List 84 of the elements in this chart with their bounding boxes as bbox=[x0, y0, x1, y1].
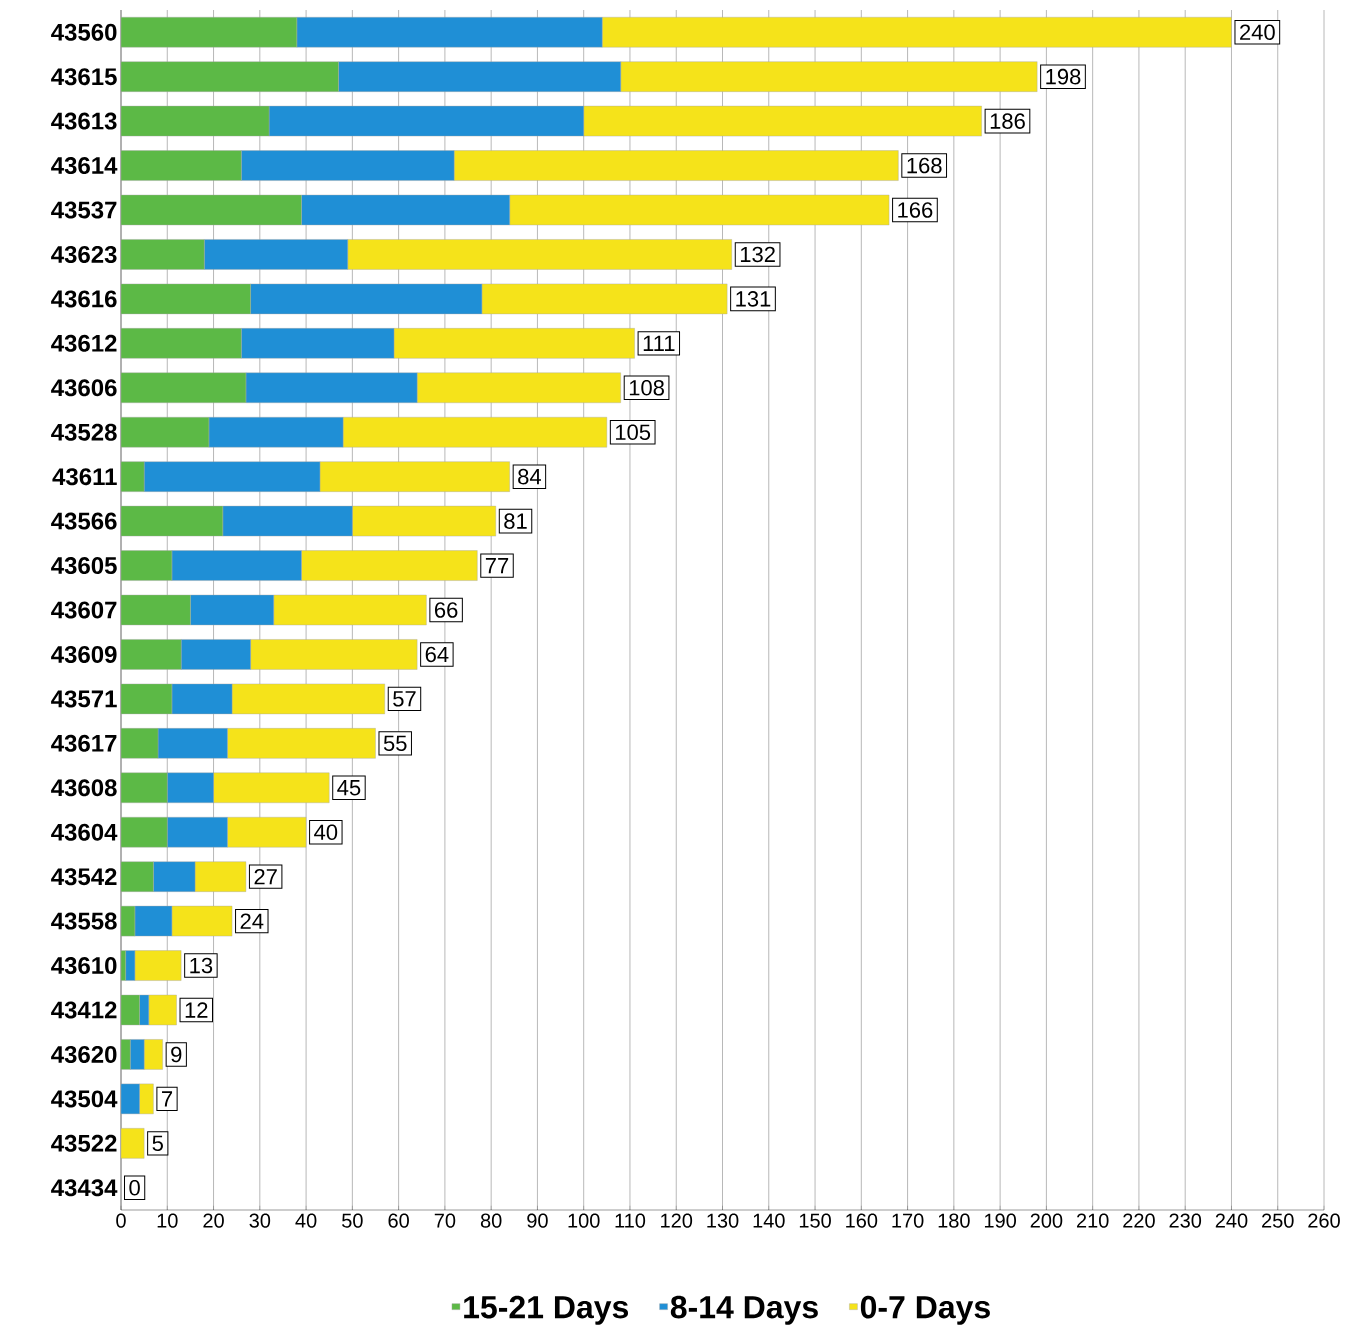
total-label: 27 bbox=[254, 868, 277, 885]
x-tick-label: 140 bbox=[753, 1213, 785, 1228]
x-tick-label: 170 bbox=[892, 1213, 924, 1228]
y-tick-label: 43620 bbox=[51, 1045, 117, 1063]
total-label: 5 bbox=[152, 1135, 163, 1152]
y-tick-label: 43617 bbox=[51, 734, 117, 752]
total-label: 13 bbox=[190, 957, 213, 974]
total-label: 168 bbox=[907, 157, 942, 174]
y-tick-label: 43528 bbox=[51, 423, 117, 441]
total-label: 131 bbox=[736, 291, 771, 307]
total-label: 166 bbox=[898, 202, 933, 218]
y-tick-label: 43560 bbox=[51, 23, 117, 41]
legend-label: 15-21 Days bbox=[464, 1295, 629, 1325]
legend-label: 8-14 Days bbox=[670, 1295, 818, 1325]
x-tick-label: 250 bbox=[1262, 1213, 1294, 1228]
x-tick-label: 240 bbox=[1215, 1213, 1248, 1228]
total-label: 111 bbox=[643, 335, 675, 351]
x-tick-label: 110 bbox=[615, 1213, 646, 1228]
x-tick-label: 30 bbox=[249, 1213, 271, 1228]
x-tick-label: 100 bbox=[568, 1213, 600, 1228]
total-label: 198 bbox=[1046, 68, 1081, 85]
x-tick-label: 50 bbox=[342, 1213, 363, 1228]
x-tick-label: 60 bbox=[388, 1213, 409, 1228]
legend-label: 0-7 Days bbox=[860, 1295, 990, 1325]
x-tick-label: 200 bbox=[1030, 1213, 1063, 1228]
total-label: 57 bbox=[393, 691, 416, 707]
total-label: 77 bbox=[485, 557, 509, 574]
total-label: 40 bbox=[314, 824, 338, 841]
x-tick-label: 160 bbox=[846, 1213, 878, 1228]
x-tick-label: 150 bbox=[799, 1213, 831, 1228]
y-tick-label: 43604 bbox=[51, 823, 118, 841]
y-tick-label: 43606 bbox=[51, 379, 117, 397]
y-tick-label: 43611 bbox=[52, 468, 117, 486]
y-tick-label: 43504 bbox=[51, 1090, 118, 1108]
y-tick-label: 43615 bbox=[51, 68, 117, 86]
total-label: 84 bbox=[518, 468, 541, 485]
total-label: 12 bbox=[185, 1002, 208, 1018]
total-label: 55 bbox=[383, 735, 407, 752]
y-tick-label: 43623 bbox=[51, 245, 117, 263]
y-tick-label: 43610 bbox=[51, 957, 117, 975]
total-label: 108 bbox=[629, 379, 664, 396]
x-tick-label: 220 bbox=[1123, 1213, 1155, 1228]
total-label: 24 bbox=[240, 913, 264, 929]
x-tick-label: 230 bbox=[1169, 1213, 1202, 1228]
total-label: 132 bbox=[740, 246, 775, 263]
y-tick-label: 43612 bbox=[51, 334, 117, 352]
y-tick-label: 43542 bbox=[51, 868, 117, 886]
y-tick-label: 43613 bbox=[51, 112, 117, 130]
total-label: 7 bbox=[162, 1091, 173, 1107]
x-tick-label: 120 bbox=[661, 1213, 693, 1228]
x-tick-label: 0 bbox=[116, 1213, 126, 1228]
x-tick-label: 80 bbox=[480, 1213, 502, 1228]
y-tick-label: 43614 bbox=[51, 157, 118, 175]
y-tick-label: 43609 bbox=[51, 645, 117, 663]
x-tick-label: 40 bbox=[295, 1213, 317, 1228]
y-tick-label: 43434 bbox=[51, 1179, 118, 1197]
x-tick-label: 90 bbox=[527, 1213, 548, 1228]
x-tick-label: 10 bbox=[157, 1213, 178, 1228]
x-tick-label: 210 bbox=[1076, 1213, 1109, 1228]
x-tick-label: 190 bbox=[984, 1213, 1017, 1228]
y-tick-label: 43558 bbox=[51, 912, 117, 930]
total-label: 105 bbox=[616, 424, 651, 441]
total-label: 45 bbox=[337, 780, 361, 796]
total-label: 81 bbox=[504, 513, 527, 529]
x-tick-label: 70 bbox=[434, 1213, 456, 1228]
total-label: 186 bbox=[990, 113, 1025, 129]
y-tick-label: 43605 bbox=[51, 557, 117, 575]
y-tick-label: 43537 bbox=[51, 201, 117, 219]
y-tick-label: 43608 bbox=[51, 779, 117, 797]
y-tick-label: 43607 bbox=[51, 601, 117, 619]
x-tick-label: 180 bbox=[938, 1213, 970, 1228]
x-tick-label: 260 bbox=[1308, 1213, 1340, 1228]
total-label: 9 bbox=[171, 1046, 182, 1063]
x-tick-label: 130 bbox=[707, 1213, 739, 1228]
y-tick-label: 43616 bbox=[51, 290, 117, 308]
y-tick-label: 43571 bbox=[51, 690, 117, 708]
total-label: 66 bbox=[435, 602, 458, 618]
y-tick-label: 43566 bbox=[51, 512, 117, 530]
x-tick-label: 20 bbox=[203, 1213, 224, 1228]
total-label: 64 bbox=[425, 646, 449, 663]
y-tick-label: 43412 bbox=[51, 1001, 117, 1019]
total-label: 0 bbox=[129, 1179, 140, 1196]
total-label: 240 bbox=[1240, 24, 1275, 41]
y-tick-label: 43522 bbox=[51, 1134, 117, 1152]
